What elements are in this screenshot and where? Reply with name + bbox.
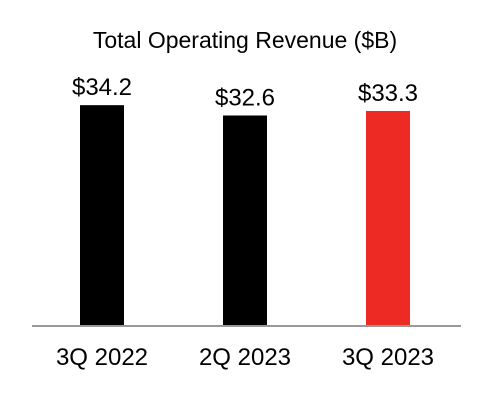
x-tick-label: 2Q 2023 — [199, 344, 291, 371]
bar-value-label: $34.2 — [72, 74, 132, 101]
bar-value-label: $32.6 — [215, 84, 275, 111]
chart-title: Total Operating Revenue ($B) — [93, 27, 397, 53]
bars-layer: $34.2 $32.6 $33.3 — [72, 74, 418, 326]
x-tick-label: 3Q 2023 — [342, 344, 434, 371]
bar-value-label: $33.3 — [358, 80, 418, 107]
bar-3q-2023 — [366, 110, 410, 326]
x-axis-ticks: 3Q 2022 2Q 2023 3Q 2023 — [56, 344, 434, 371]
bar-3q-2022 — [80, 105, 124, 326]
bar-2q-2023 — [223, 115, 267, 326]
x-tick-label: 3Q 2022 — [56, 344, 148, 371]
